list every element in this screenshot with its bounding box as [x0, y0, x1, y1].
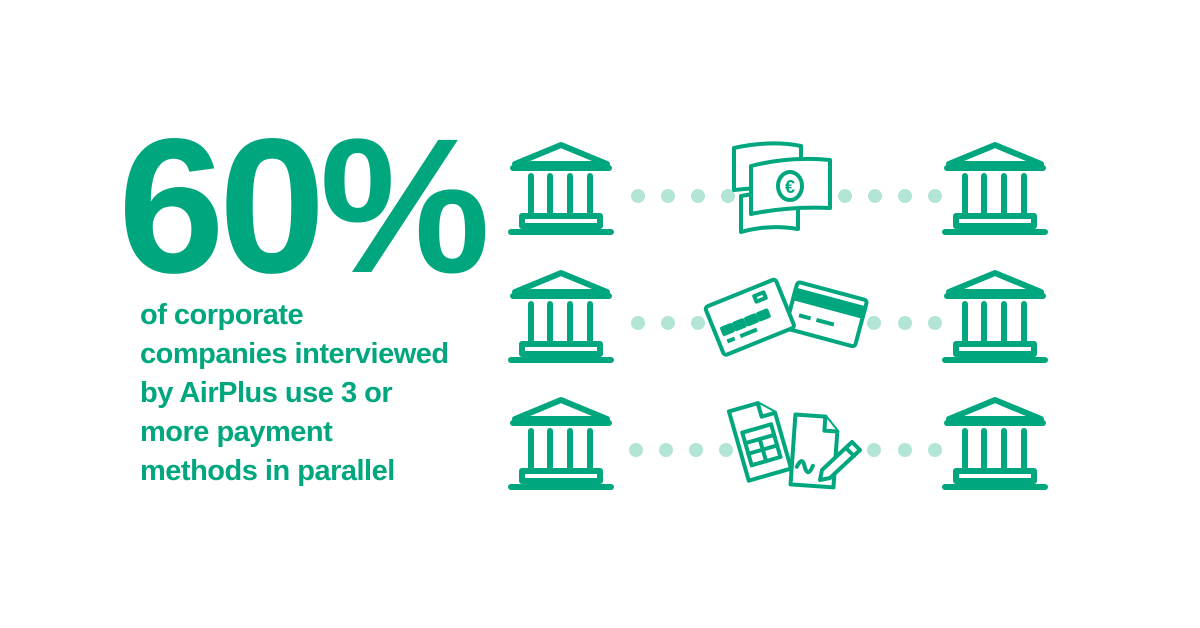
bank-icon	[511, 273, 611, 360]
bank-icon	[945, 273, 1045, 360]
description-line: more payment	[140, 416, 333, 448]
description-line: of corporate	[140, 299, 304, 331]
row-cards	[511, 273, 1045, 360]
row-invoices	[511, 399, 1045, 487]
bank-icon	[945, 145, 1045, 232]
bank-icon	[511, 400, 611, 487]
credit-cards-icon	[703, 277, 869, 357]
description-line: methods in parallel	[140, 455, 395, 487]
invoice-documents-icon	[726, 401, 862, 490]
description-line: by AirPlus use 3 or	[140, 377, 393, 409]
bank-icon	[945, 400, 1045, 487]
row-cash: €	[511, 141, 1045, 234]
svg-text:€: €	[785, 177, 795, 197]
bank-icon	[511, 145, 611, 232]
euro-banknotes-icon: €	[732, 141, 832, 234]
headline-stat: 60%	[118, 98, 490, 313]
description: of corporate companies interviewed by Ai…	[140, 296, 480, 491]
description-line: companies interviewed	[140, 338, 449, 370]
